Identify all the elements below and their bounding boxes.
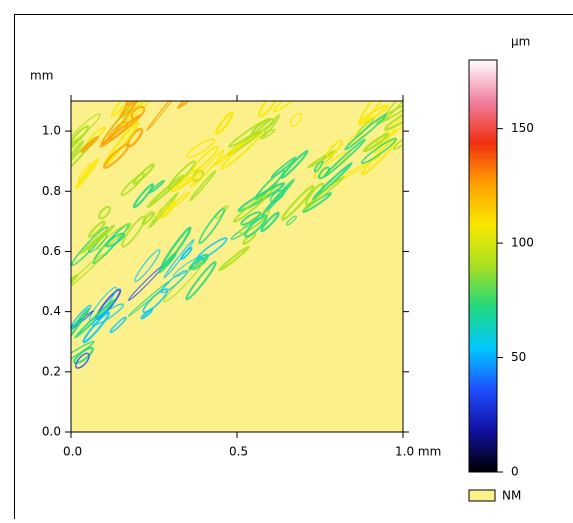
colorbar-tick-label: 50 — [511, 350, 526, 364]
streak — [155, 0, 193, 16]
colorbar-tick-label: 0 — [511, 465, 519, 479]
y-tick-label: 0.2 — [42, 364, 61, 378]
streak — [66, 0, 85, 6]
nm-swatch — [469, 490, 495, 501]
y-axis-label: mm — [30, 69, 53, 83]
nm-label: NM — [502, 489, 521, 503]
streak — [180, 0, 200, 3]
colorbar — [469, 60, 497, 472]
colorbar-tick-label: 150 — [511, 121, 534, 135]
y-tick-label: 0.6 — [42, 244, 61, 258]
streak — [15, 0, 53, 2]
x-tick-label: 0.5 — [229, 445, 248, 459]
streak — [254, 0, 283, 5]
y-tick-label: 0.8 — [42, 184, 61, 198]
streak — [24, 0, 36, 12]
streak — [273, 0, 291, 2]
colorbar-label: µm — [511, 35, 530, 49]
streak — [194, 0, 209, 3]
y-tick-label: 1.0 — [42, 124, 61, 138]
streak — [315, 0, 354, 11]
streak — [399, 0, 429, 16]
streak — [62, 0, 96, 4]
colorbar-tick-label: 100 — [511, 236, 534, 250]
y-tick-label: 0.0 — [42, 425, 61, 439]
streak — [131, 1, 145, 16]
y-tick-label: 0.4 — [42, 304, 61, 318]
x-tick-label: 0.0 — [63, 445, 82, 459]
x-tick-label: 1.0 mm — [395, 445, 441, 459]
streak — [13, 0, 41, 2]
